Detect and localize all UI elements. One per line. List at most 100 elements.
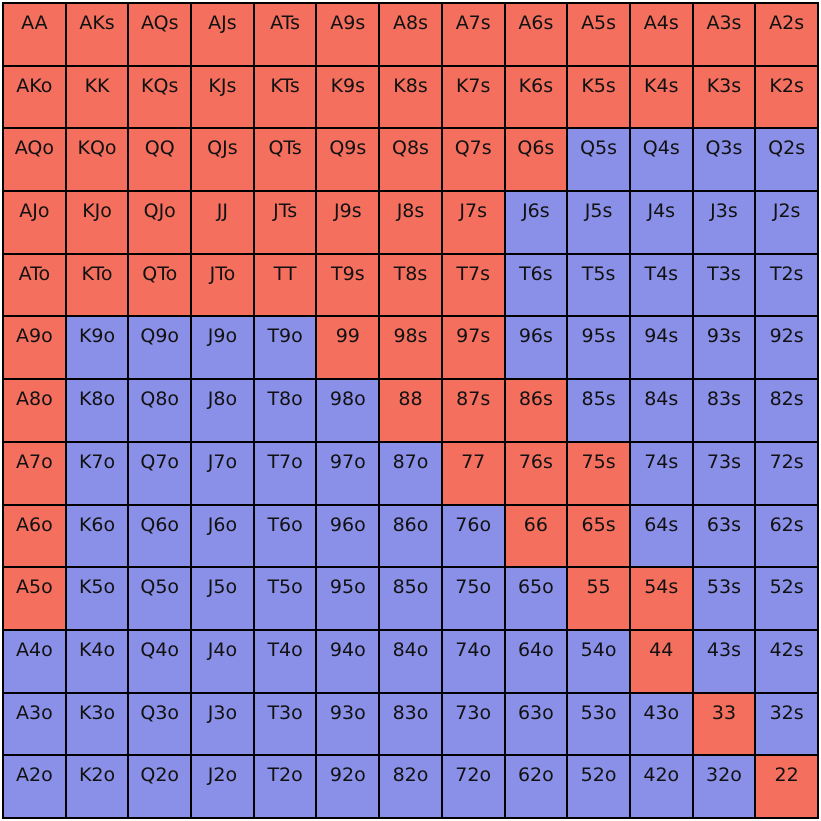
hand-cell-KK[interactable]: KK [66,66,130,130]
hand-cell-Q8o[interactable]: Q8o [129,380,193,443]
hand-cell-QTs[interactable]: QTs [254,129,318,193]
hand-cell-J9s[interactable]: J9s [317,192,381,255]
hand-cell-K9s[interactable]: K9s [317,66,381,130]
hand-cell-Q5s[interactable]: Q5s [568,129,631,193]
hand-cell-Q8s[interactable]: Q8s [380,129,443,193]
hand-cell-K8o[interactable]: K8o [66,380,130,443]
hand-cell-83s[interactable]: 83s [693,380,757,443]
hand-cell-98s[interactable]: 98s [380,317,443,381]
hand-cell-82o[interactable]: 82o [380,756,443,819]
hand-cell-KTo[interactable]: KTo [66,254,130,318]
hand-cell-54o[interactable]: 54o [568,630,631,694]
hand-cell-AJo[interactable]: AJo [4,192,67,255]
hand-cell-T5o[interactable]: T5o [254,568,318,631]
hand-cell-K9o[interactable]: K9o [66,317,130,381]
hand-cell-AQo[interactable]: AQo [4,129,67,193]
hand-cell-Q9s[interactable]: Q9s [317,129,381,193]
hand-cell-64s[interactable]: 64s [630,505,694,569]
hand-cell-K6o[interactable]: K6o [66,505,130,569]
hand-cell-A7s[interactable]: A7s [442,4,506,67]
hand-cell-96o[interactable]: 96o [317,505,381,569]
hand-cell-AQs[interactable]: AQs [129,4,193,67]
hand-cell-T5s[interactable]: T5s [568,254,631,318]
hand-cell-QJo[interactable]: QJo [129,192,193,255]
hand-cell-53s[interactable]: 53s [693,568,757,631]
hand-cell-43s[interactable]: 43s [693,630,757,694]
hand-cell-Q7s[interactable]: Q7s [442,129,506,193]
hand-cell-T9s[interactable]: T9s [317,254,381,318]
hand-cell-85o[interactable]: 85o [380,568,443,631]
hand-cell-K3o[interactable]: K3o [66,693,130,757]
hand-cell-J2s[interactable]: J2s [756,192,819,255]
hand-cell-K3s[interactable]: K3s [693,66,757,130]
hand-cell-33[interactable]: 33 [693,693,757,757]
hand-cell-92o[interactable]: 92o [317,756,381,819]
hand-cell-T6o[interactable]: T6o [254,505,318,569]
hand-cell-J6o[interactable]: J6o [192,505,255,569]
hand-cell-74o[interactable]: 74o [442,630,506,694]
hand-cell-A6s[interactable]: A6s [505,4,569,67]
hand-cell-A3o[interactable]: A3o [4,693,67,757]
hand-cell-85s[interactable]: 85s [568,380,631,443]
hand-cell-T2s[interactable]: T2s [756,254,819,318]
hand-cell-ATo[interactable]: ATo [4,254,67,318]
hand-cell-Q4o[interactable]: Q4o [129,630,193,694]
hand-cell-A4s[interactable]: A4s [630,4,694,67]
hand-cell-87o[interactable]: 87o [380,442,443,506]
hand-cell-A9s[interactable]: A9s [317,4,381,67]
hand-cell-J6s[interactable]: J6s [505,192,569,255]
hand-cell-T7o[interactable]: T7o [254,442,318,506]
hand-cell-32s[interactable]: 32s [756,693,819,757]
hand-cell-72s[interactable]: 72s [756,442,819,506]
hand-cell-A9o[interactable]: A9o [4,317,67,381]
hand-cell-65o[interactable]: 65o [505,568,569,631]
hand-cell-97s[interactable]: 97s [442,317,506,381]
hand-cell-75o[interactable]: 75o [442,568,506,631]
hand-cell-73s[interactable]: 73s [693,442,757,506]
hand-cell-T3o[interactable]: T3o [254,693,318,757]
hand-cell-92s[interactable]: 92s [756,317,819,381]
hand-cell-65s[interactable]: 65s [568,505,631,569]
hand-cell-K7s[interactable]: K7s [442,66,506,130]
hand-cell-Q2s[interactable]: Q2s [756,129,819,193]
hand-cell-96s[interactable]: 96s [505,317,569,381]
hand-cell-KJo[interactable]: KJo [66,192,130,255]
hand-cell-K7o[interactable]: K7o [66,442,130,506]
hand-cell-A4o[interactable]: A4o [4,630,67,694]
hand-cell-KQo[interactable]: KQo [66,129,130,193]
hand-cell-QJs[interactable]: QJs [192,129,255,193]
hand-cell-76o[interactable]: 76o [442,505,506,569]
hand-cell-T7s[interactable]: T7s [442,254,506,318]
hand-cell-77[interactable]: 77 [442,442,506,506]
hand-cell-Q3s[interactable]: Q3s [693,129,757,193]
hand-cell-T3s[interactable]: T3s [693,254,757,318]
hand-cell-54s[interactable]: 54s [630,568,694,631]
hand-cell-K5s[interactable]: K5s [568,66,631,130]
hand-cell-K6s[interactable]: K6s [505,66,569,130]
hand-cell-98o[interactable]: 98o [317,380,381,443]
hand-cell-Q6o[interactable]: Q6o [129,505,193,569]
hand-cell-95s[interactable]: 95s [568,317,631,381]
hand-cell-74s[interactable]: 74s [630,442,694,506]
hand-cell-Q6s[interactable]: Q6s [505,129,569,193]
hand-cell-J3o[interactable]: J3o [192,693,255,757]
hand-cell-K5o[interactable]: K5o [66,568,130,631]
hand-cell-A5o[interactable]: A5o [4,568,67,631]
hand-cell-A2o[interactable]: A2o [4,756,67,819]
hand-cell-JTo[interactable]: JTo [192,254,255,318]
hand-cell-95o[interactable]: 95o [317,568,381,631]
hand-cell-K4o[interactable]: K4o [66,630,130,694]
hand-cell-T6s[interactable]: T6s [505,254,569,318]
hand-cell-A7o[interactable]: A7o [4,442,67,506]
hand-cell-JJ[interactable]: JJ [192,192,255,255]
hand-cell-84o[interactable]: 84o [380,630,443,694]
hand-cell-62s[interactable]: 62s [756,505,819,569]
hand-cell-QTo[interactable]: QTo [129,254,193,318]
hand-cell-J4s[interactable]: J4s [630,192,694,255]
hand-cell-K2o[interactable]: K2o [66,756,130,819]
hand-cell-82s[interactable]: 82s [756,380,819,443]
hand-cell-53o[interactable]: 53o [568,693,631,757]
hand-cell-J5o[interactable]: J5o [192,568,255,631]
hand-cell-88[interactable]: 88 [380,380,443,443]
hand-cell-A3s[interactable]: A3s [693,4,757,67]
